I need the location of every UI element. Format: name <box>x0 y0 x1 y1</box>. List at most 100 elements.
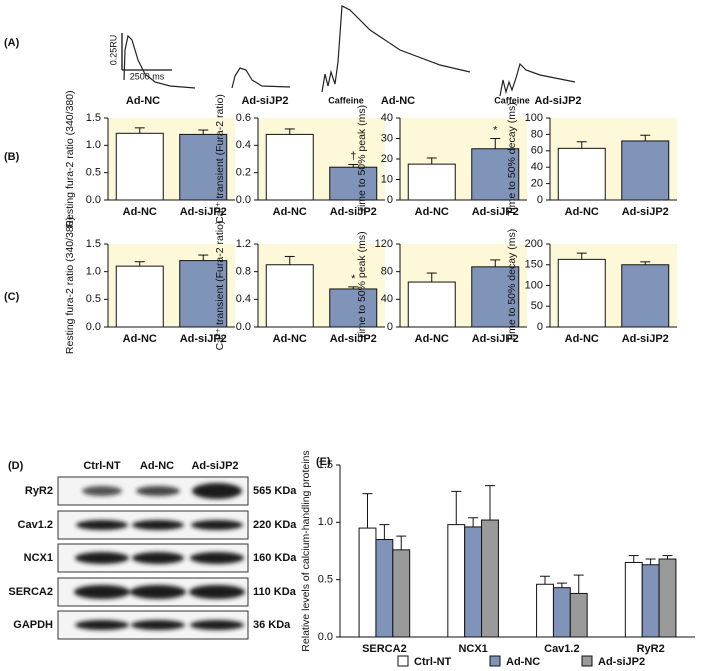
bar <box>536 583 554 638</box>
y-tick-label: 0.0 <box>236 321 251 333</box>
stimulus-label: Caffeine <box>494 95 530 105</box>
y-axis-label: Relative levels of calcium-handling prot… <box>300 450 312 651</box>
bar <box>481 519 499 638</box>
y-axis-label: Ca²⁺ transient (Fura-2 ratio) <box>214 94 226 224</box>
y-tick-label: 0.4 <box>236 293 251 305</box>
bar <box>179 260 228 328</box>
y-tick-label: 0.0 <box>236 194 251 206</box>
bar <box>329 288 378 328</box>
y-axis-label: Ca²⁺ transient (Fura-2 ratio) <box>214 221 226 351</box>
scale-label: 0.25RU <box>108 35 118 66</box>
size-label: 36 KDa <box>253 619 291 631</box>
legend-label: Ad-NC <box>506 656 540 668</box>
bar <box>265 264 314 328</box>
y-tick-label: 0.6 <box>236 112 251 124</box>
column-label: Ctrl-NT <box>83 460 121 472</box>
trace <box>321 5 471 93</box>
bar <box>552 587 571 638</box>
legend-swatch <box>489 655 501 667</box>
y-tick-label: 1.0 <box>86 266 101 278</box>
annotation: * <box>351 273 356 285</box>
trace-label: Ad-siJP2 <box>534 95 581 107</box>
x-tick-label: Ad-NC <box>565 333 599 345</box>
x-tick-label: Ad-NC <box>415 206 449 218</box>
y-tick-label: 80 <box>531 128 543 140</box>
bar <box>641 564 660 638</box>
y-tick-label: 120 <box>375 238 393 250</box>
x-tick-label: RyR2 <box>637 643 665 655</box>
x-tick-label: Ad-NC <box>273 333 307 345</box>
x-tick-label: Ad-NC <box>415 333 449 345</box>
size-label: 160 KDa <box>253 552 297 564</box>
y-tick-label: 40 <box>531 161 543 173</box>
bar <box>115 132 164 201</box>
size-label: 110 KDa <box>253 586 297 598</box>
panel-label: (B) <box>4 151 20 163</box>
panel-label: (E) <box>316 456 331 468</box>
stimulus-label: Caffeine <box>328 95 364 105</box>
y-tick-label: 40 <box>381 112 393 124</box>
y-tick-label: 1.5 <box>86 238 101 250</box>
y-tick-label: 0 <box>387 321 393 333</box>
y-axis-label: Resting fura-2 ratio (340/380) <box>64 90 76 227</box>
y-tick-label: 0.5 <box>318 574 333 586</box>
x-tick-label: Ad-siJP2 <box>622 333 669 345</box>
y-tick-label: 200 <box>525 238 543 250</box>
bar <box>624 561 643 638</box>
y-axis-label: Time to 50% decay (ms) <box>506 229 518 342</box>
trace-label: Ad-siJP2 <box>241 95 288 107</box>
x-tick-label: Ad-siJP2 <box>330 206 377 218</box>
y-tick-label: 0.2 <box>236 167 251 179</box>
annotation: * <box>493 124 498 136</box>
y-tick-label: 0 <box>387 194 393 206</box>
y-axis-label: Resting fura-2 ratio (340/380) <box>64 217 76 354</box>
bar <box>621 140 670 201</box>
y-tick-label: 0 <box>537 321 543 333</box>
size-label: 220 KDa <box>253 519 297 531</box>
y-tick-label: 0 <box>537 194 543 206</box>
y-tick-label: 0.0 <box>86 194 101 206</box>
y-tick-label: 0.0 <box>318 631 333 643</box>
bar <box>358 527 377 638</box>
y-tick-label: 0.5 <box>86 293 101 305</box>
x-tick-label: Ad-siJP2 <box>180 206 227 218</box>
row-label: NCX1 <box>24 552 53 564</box>
y-tick-label: 0.0 <box>86 321 101 333</box>
y-axis-label: Time to 50% peak (ms) <box>356 231 368 339</box>
column-label: Ad-NC <box>140 460 174 472</box>
y-tick-label: 1.0 <box>318 516 333 528</box>
y-tick-label: 1.2 <box>236 238 251 250</box>
legend-label: Ad-siJP2 <box>598 656 645 668</box>
legend-swatch <box>581 655 593 667</box>
row-label: GAPDH <box>13 619 53 631</box>
y-tick-label: 1.0 <box>86 139 101 151</box>
row-label: Cav1.2 <box>18 519 53 531</box>
y-tick-label: 50 <box>531 300 543 312</box>
bar <box>569 592 588 638</box>
legend-swatch <box>397 655 409 667</box>
y-tick-label: 100 <box>525 279 543 291</box>
y-tick-label: 80 <box>381 266 393 278</box>
bar <box>329 166 378 201</box>
y-tick-label: 10 <box>381 173 393 185</box>
y-tick-label: 20 <box>531 178 543 190</box>
x-tick-label: Ad-siJP2 <box>330 333 377 345</box>
trace-label: Ad-NC <box>381 95 415 107</box>
panel-label: (C) <box>4 291 20 303</box>
bar <box>179 133 228 201</box>
western-blot: Ctrl-NT Ad-NC Ad-siJP2 RyR2 Cav1.2 NCX1 … <box>8 460 297 640</box>
y-tick-label: 100 <box>525 112 543 124</box>
bar <box>557 258 606 328</box>
bar <box>447 524 466 638</box>
bar <box>658 558 677 638</box>
x-tick-label: Ad-siJP2 <box>472 206 519 218</box>
bar <box>392 549 411 638</box>
legend-label: Ctrl-NT <box>414 656 452 668</box>
trace <box>123 34 196 89</box>
bar <box>407 163 456 201</box>
y-tick-label: 40 <box>381 293 393 305</box>
y-tick-label: 0.4 <box>236 139 251 151</box>
trace-group: 0.25RU 2500 ms Ad-NC Ad-siJP2 Caffeine A… <box>108 5 582 107</box>
trace <box>231 67 291 89</box>
